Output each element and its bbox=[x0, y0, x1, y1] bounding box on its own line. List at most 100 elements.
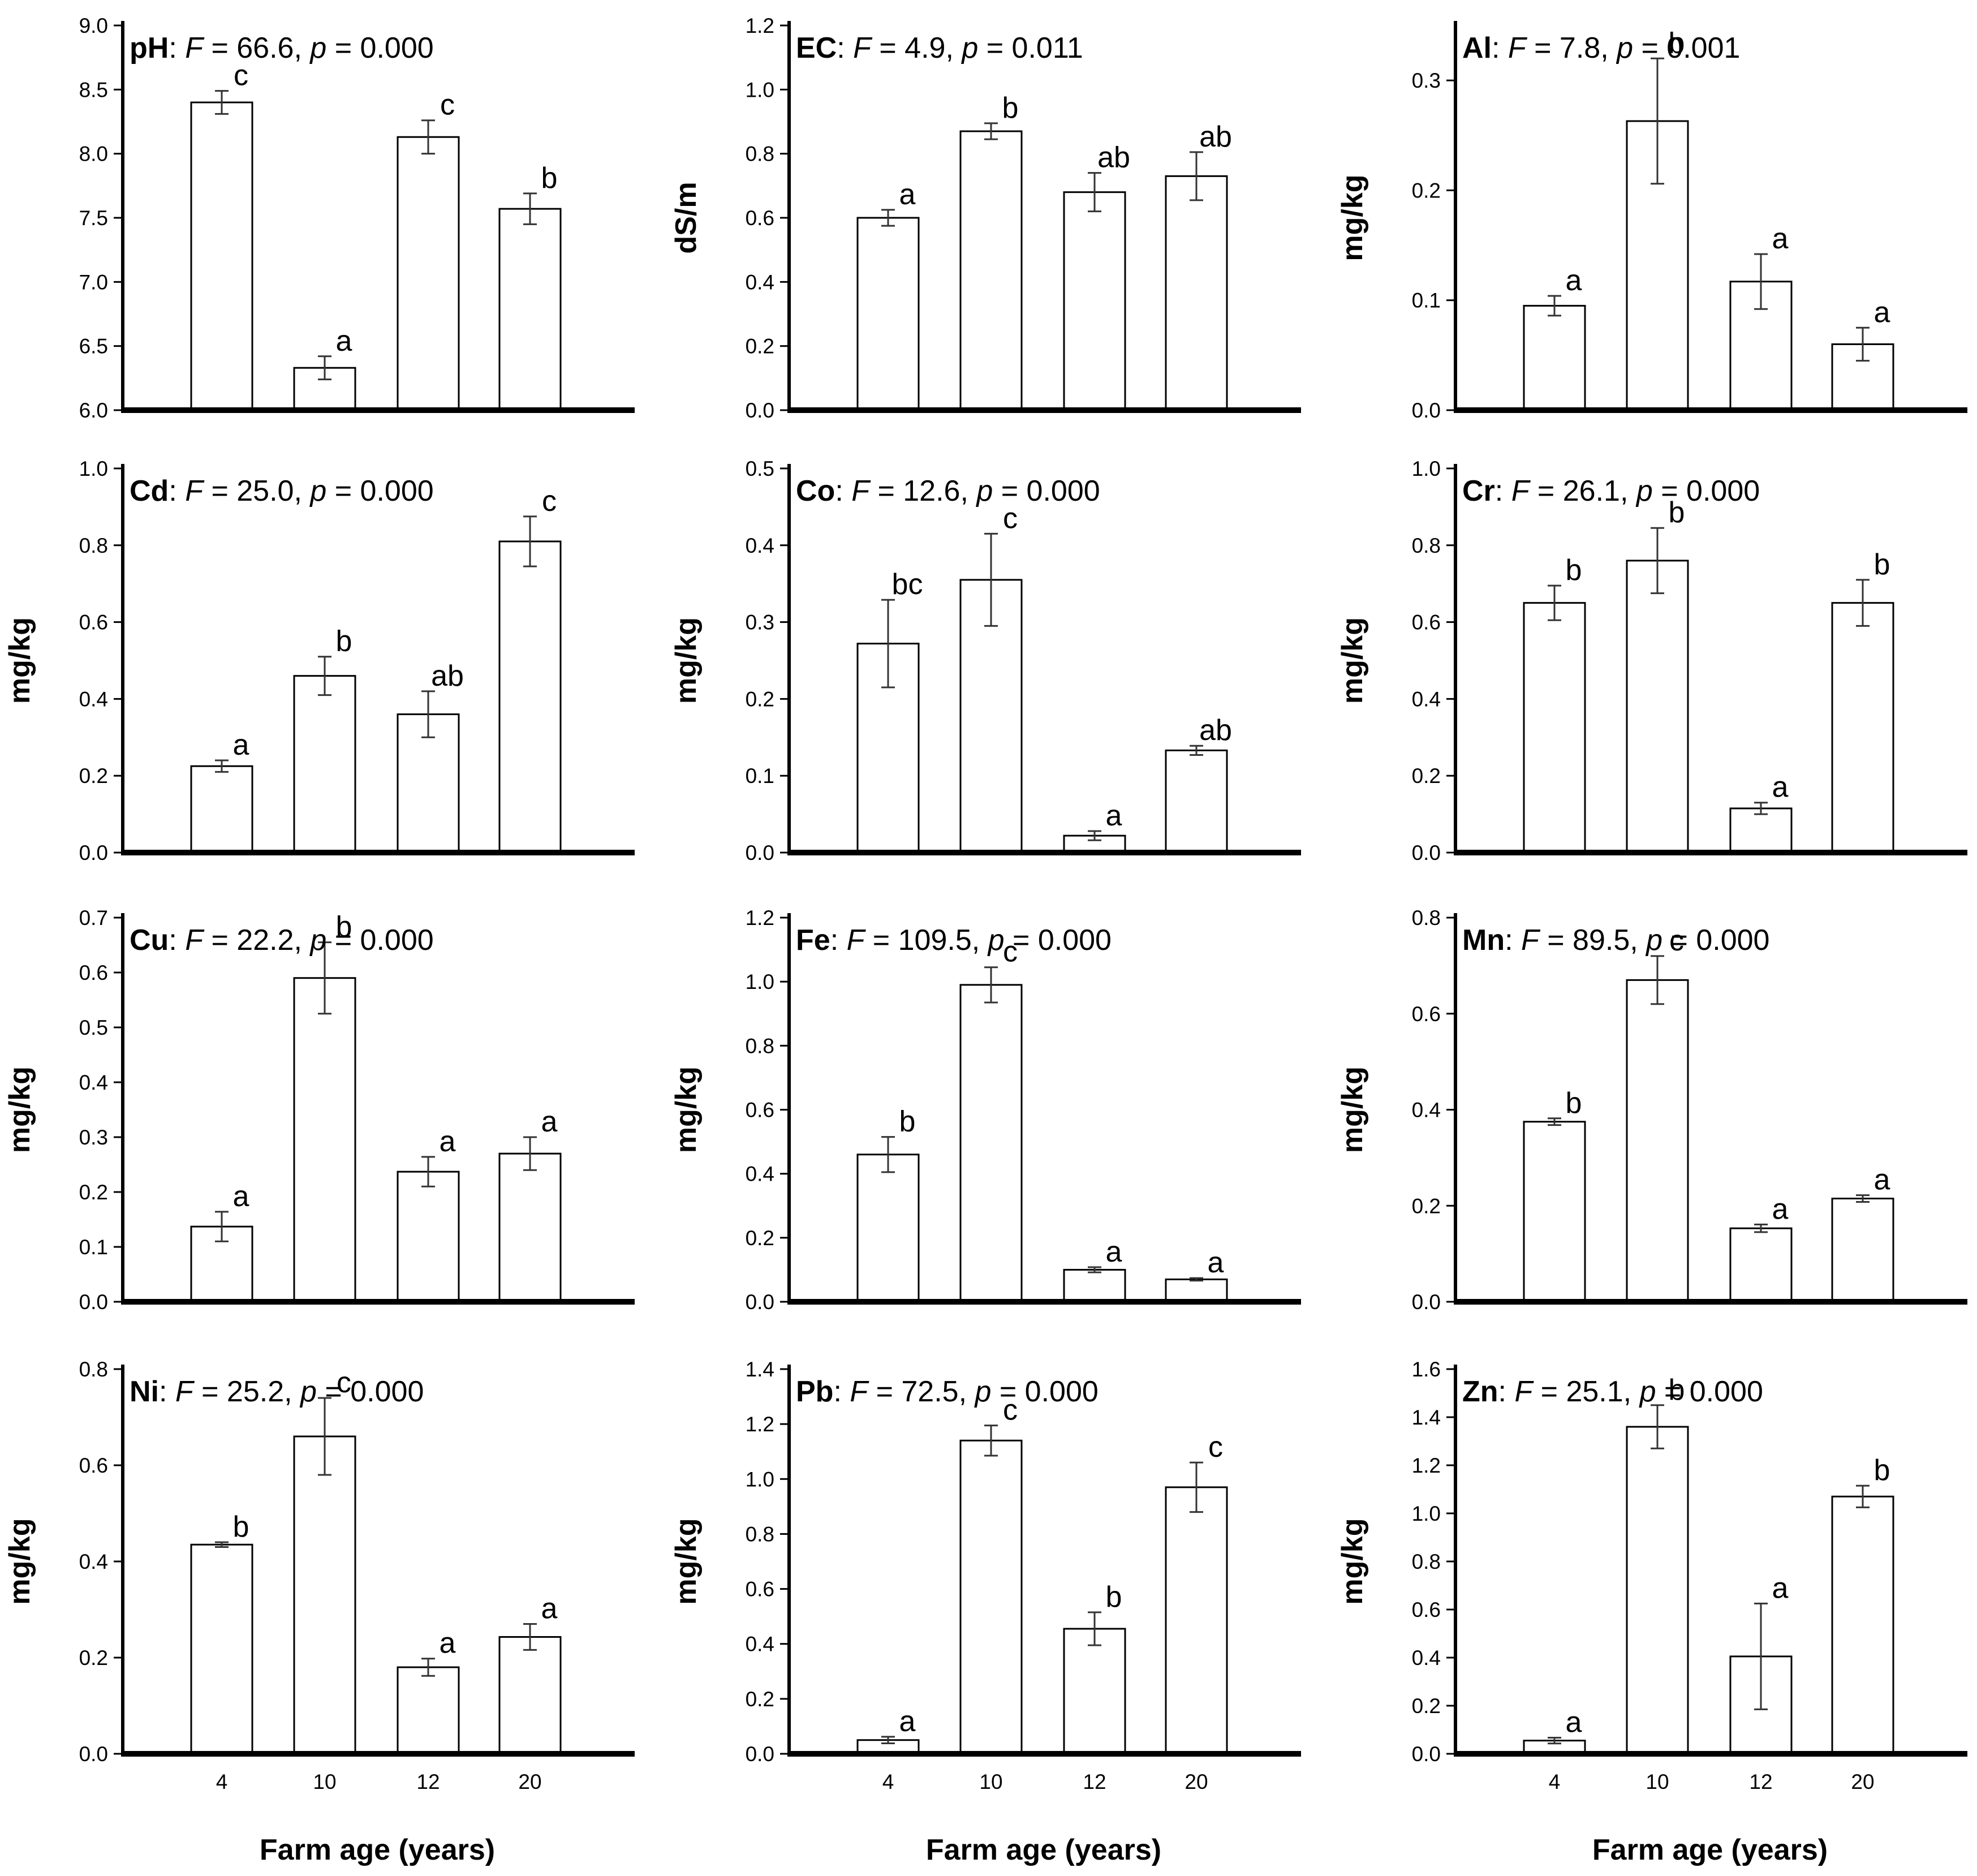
panel-title-sep: : bbox=[1495, 475, 1511, 507]
y-tick-label: 1.2 bbox=[746, 906, 774, 930]
panel-title: Cd: F = 25.0, p = 0.000 bbox=[130, 475, 434, 507]
panel-cu: 0.0 0.1 0.2 0.3 0.4 0.5 0.6 0.7 a b a a Cu: F = 22.2… bbox=[3, 906, 635, 1314]
y-tick-label: 7.5 bbox=[79, 206, 108, 230]
panel-ni: 0.0 0.2 0.4 0.6 0.8 b c a a Ni: F = 25.2, p = 0.0… bbox=[3, 1358, 635, 1866]
significance-letter: b bbox=[1566, 1087, 1582, 1120]
bar bbox=[293, 1435, 356, 1755]
significance-letter: c bbox=[1003, 1394, 1018, 1427]
y-tick-label: 1.0 bbox=[1412, 1502, 1441, 1525]
y-tick-label: 0.4 bbox=[79, 687, 108, 711]
y-axis-label: mg/kg bbox=[1336, 174, 1369, 261]
y-axis-label: mg/kg bbox=[3, 1518, 36, 1604]
x-axis-label: Farm age (years) bbox=[1592, 1834, 1828, 1866]
significance-letter: a bbox=[1566, 1706, 1582, 1739]
panel-title-element: Mn bbox=[1462, 924, 1505, 957]
panel-title: Co: F = 12.6, p = 0.000 bbox=[796, 475, 1100, 507]
panel-title-p-value: = 0.000 bbox=[317, 1375, 424, 1408]
y-tick-label: 1.2 bbox=[746, 14, 774, 37]
panel-title-sep: : bbox=[169, 475, 185, 507]
bar bbox=[498, 1636, 562, 1755]
y-tick-label: 0.6 bbox=[1412, 1598, 1441, 1621]
panel-title-element: Cr bbox=[1462, 475, 1495, 507]
panel-title-f-value: = 4.9, bbox=[871, 32, 962, 64]
y-tick-label: 1.0 bbox=[79, 457, 108, 480]
panel-title-sep: : bbox=[837, 32, 853, 64]
y-axis-label: mg/kg bbox=[670, 617, 703, 704]
y-tick-label: 0.2 bbox=[1412, 1694, 1441, 1718]
bar bbox=[856, 217, 920, 411]
y-tick-label: 0.8 bbox=[1412, 906, 1441, 930]
y-tick-label: 0.6 bbox=[1412, 611, 1441, 634]
y-tick-label: 0.4 bbox=[1412, 1646, 1441, 1670]
y-tick-label: 0.4 bbox=[79, 1550, 108, 1573]
y-tick-label: 0.8 bbox=[1412, 1550, 1441, 1573]
bar bbox=[1165, 175, 1228, 411]
y-tick-label: 0.2 bbox=[1412, 179, 1441, 202]
y-tick-label: 0.2 bbox=[746, 1227, 774, 1250]
y-tick-label: 1.4 bbox=[1412, 1406, 1441, 1429]
y-tick-label: 0.2 bbox=[79, 764, 108, 788]
panel-title: Pb: F = 72.5, p = 0.000 bbox=[796, 1375, 1099, 1408]
panel-title-p-value: = 0.000 bbox=[991, 1375, 1098, 1408]
panel-title-p-symbol: p bbox=[1639, 1375, 1656, 1408]
significance-letter: a bbox=[1874, 1164, 1890, 1197]
panel-title-p-symbol: p bbox=[974, 1375, 992, 1408]
panel-al: 0.0 0.1 0.2 0.3 a b a a Al: F = 7.8, p = 0.001 mg… bbox=[1336, 21, 1967, 422]
panel-title: pH: F = 66.6, p = 0.000 bbox=[130, 32, 434, 64]
bar bbox=[397, 1666, 460, 1755]
significance-letter: a bbox=[899, 1705, 916, 1738]
panel-title-f-symbol: F bbox=[1511, 475, 1531, 507]
significance-letter: b bbox=[1669, 496, 1685, 529]
x-tick-label: 20 bbox=[518, 1770, 541, 1793]
y-tick-label: 0.4 bbox=[746, 270, 774, 294]
x-tick-label: 20 bbox=[1185, 1770, 1208, 1793]
panel-title-f-value: = 25.0, bbox=[203, 475, 310, 507]
bar bbox=[190, 765, 253, 854]
significance-letter: b bbox=[1669, 1374, 1685, 1406]
panel-title-p-symbol: p bbox=[1616, 32, 1633, 64]
bar bbox=[190, 101, 253, 411]
panel-title-f-value: = 25.2, bbox=[193, 1375, 300, 1408]
significance-letter: bc bbox=[892, 568, 923, 601]
bar bbox=[1523, 602, 1586, 854]
panel-title-p-value: = 0.000 bbox=[1005, 924, 1112, 957]
y-tick-label: 0.1 bbox=[79, 1236, 108, 1259]
panel-title-sep: : bbox=[1505, 924, 1521, 957]
y-tick-label: 0.0 bbox=[79, 841, 108, 864]
y-axis-label: dS/m bbox=[670, 182, 703, 253]
y-tick-label: 0.4 bbox=[79, 1071, 108, 1094]
significance-letter: a bbox=[541, 1593, 558, 1625]
y-tick-label: 6.5 bbox=[79, 335, 108, 358]
y-tick-label: 0.0 bbox=[746, 1290, 774, 1314]
bar bbox=[1523, 304, 1586, 411]
bar bbox=[1165, 1278, 1228, 1303]
panel-title-p-value: = 0.000 bbox=[326, 475, 433, 507]
significance-letter: a bbox=[1106, 1236, 1122, 1268]
panel-title-element: Cd bbox=[130, 475, 169, 507]
significance-letter: ab bbox=[1199, 121, 1232, 153]
bar bbox=[1165, 1486, 1228, 1755]
panel-title-sep: : bbox=[833, 1375, 850, 1408]
bar bbox=[498, 540, 562, 854]
x-tick-label: 20 bbox=[1851, 1770, 1874, 1793]
y-tick-label: 0.2 bbox=[1412, 764, 1441, 788]
significance-letter: ab bbox=[431, 660, 464, 692]
x-axis-label: Farm age (years) bbox=[926, 1834, 1161, 1866]
significance-letter: c bbox=[542, 485, 557, 518]
panel-title-element: Cu bbox=[130, 924, 169, 957]
panel-title-f-value: = 25.1, bbox=[1532, 1375, 1639, 1408]
panel-title-p-value: = 0.000 bbox=[326, 924, 433, 957]
panel-ph: 6.0 6.5 7.0 7.5 8.0 8.5 9.0 c a c b pH: F = 66.6, p… bbox=[79, 14, 635, 422]
y-tick-label: 0.6 bbox=[746, 1578, 774, 1601]
panel-fe: 0.0 0.2 0.4 0.6 0.8 1.0 1.2 b c a a Fe: F = 109.5, … bbox=[670, 906, 1301, 1314]
x-tick-label: 12 bbox=[1083, 1770, 1106, 1793]
significance-letter: a bbox=[1106, 799, 1122, 832]
panel-title-f-symbol: F bbox=[850, 1375, 869, 1408]
y-tick-label: 1.0 bbox=[746, 970, 774, 993]
y-tick-label: 0.0 bbox=[1412, 1290, 1441, 1314]
panel-title-f-value: = 12.6, bbox=[869, 475, 976, 507]
bar bbox=[959, 130, 1023, 411]
panel-title-p-symbol: p bbox=[960, 32, 978, 64]
panel-title: Fe: F = 109.5, p = 0.000 bbox=[796, 924, 1112, 957]
